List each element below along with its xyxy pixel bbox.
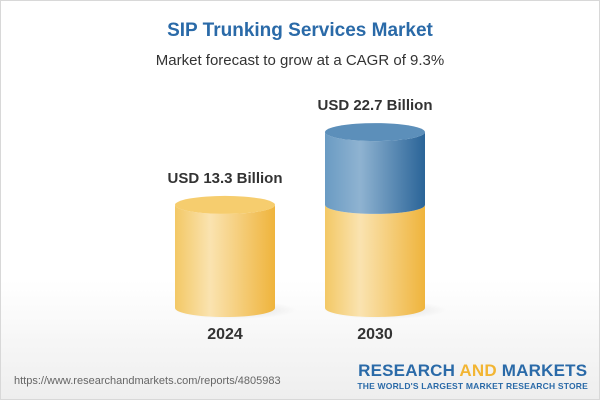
- cylinder-top-2024: [175, 195, 275, 214]
- chart-title: SIP Trunking Services Market: [167, 20, 433, 41]
- cylinder-top-2030: [325, 123, 425, 142]
- data-label: USD 13.3 Billion: [167, 170, 282, 187]
- cylinder-base-2024: [175, 204, 275, 317]
- category-label: 2024: [207, 326, 243, 343]
- chart-subtitle: Market forecast to grow at a CAGR of 9.3…: [155, 52, 445, 69]
- cylinder-base-2030: [325, 204, 425, 317]
- cylinder-growth-2030: [325, 132, 425, 214]
- logo: RESEARCH AND MARKETS THE WORLD'S LARGEST…: [357, 361, 588, 391]
- category-label: 2030: [357, 326, 393, 343]
- data-label: USD 22.7 Billion: [317, 97, 432, 114]
- source-url[interactable]: https://www.researchandmarkets.com/repor…: [14, 375, 281, 387]
